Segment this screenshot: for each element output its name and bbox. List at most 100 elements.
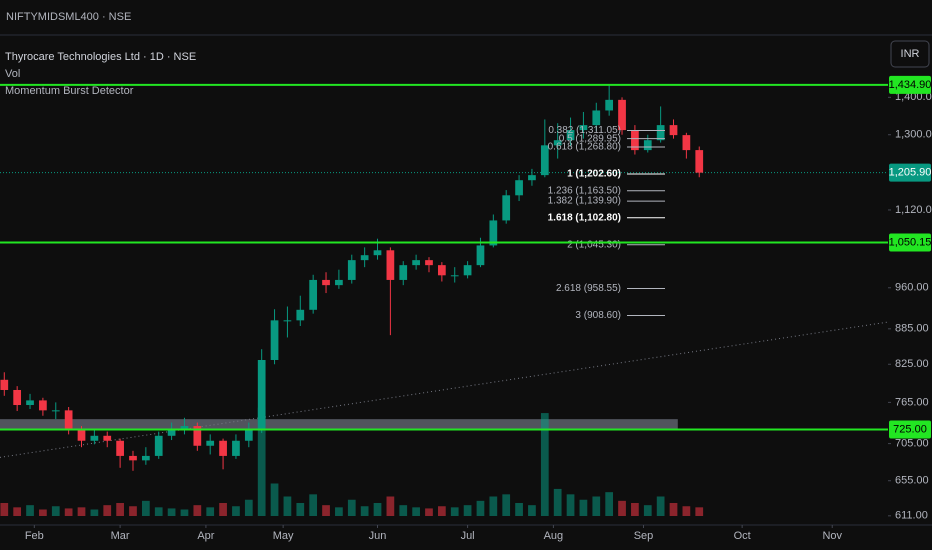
volume-bar (167, 508, 176, 516)
volume-bar (322, 505, 330, 516)
volume-bar (283, 496, 292, 516)
candle-body (566, 130, 575, 141)
candle-body (695, 150, 704, 173)
volume-bar (528, 505, 536, 516)
last-price-label: 1,205.90 (889, 167, 932, 179)
y-tick-label: 611.00 (895, 510, 928, 522)
y-tick-label: 1,300.00 (895, 129, 932, 141)
volume-bar (643, 505, 652, 516)
x-tick-label: Oct (734, 530, 751, 542)
support-zone (0, 419, 678, 430)
x-tick-label: Jul (461, 530, 475, 542)
level-badge (889, 75, 931, 94)
volume-bar (360, 506, 369, 516)
volume-bar (335, 507, 343, 516)
candle-body (656, 125, 665, 141)
y-tick-label: 655.00 (895, 475, 929, 487)
volume-bar (26, 505, 34, 516)
candle-body (669, 125, 678, 136)
x-tick-label: May (273, 530, 294, 542)
volume-bar (116, 503, 124, 516)
candle-body (643, 140, 652, 151)
trend-line (0, 321, 889, 458)
candle-body (206, 440, 215, 446)
candle-body (335, 279, 343, 286)
volume-bar (347, 499, 356, 516)
y-tick-label: 960.00 (895, 282, 929, 294)
volume-bar (13, 507, 22, 516)
volume-bar (566, 494, 575, 516)
volume-bar (515, 503, 523, 516)
candle-body (360, 255, 369, 261)
volume-bar (51, 506, 60, 516)
candle-body (283, 320, 292, 322)
y-tick-label: 705.00 (895, 438, 929, 450)
candle-body (167, 430, 176, 436)
candle-body (489, 220, 498, 246)
candle-body (64, 410, 73, 431)
candle-body (270, 320, 279, 360)
candle-body (553, 140, 562, 146)
candle-body (347, 260, 356, 280)
candle-body (244, 430, 253, 441)
volume-bar (244, 499, 253, 516)
candle-body (257, 359, 266, 431)
volume-bar (219, 503, 227, 516)
volume-bar (618, 500, 626, 516)
candle-body (180, 426, 189, 431)
volume-bar (103, 505, 112, 516)
candle-body (450, 275, 459, 277)
volume-bar (154, 507, 163, 516)
fib-label: 2 (1,045.30) (567, 239, 621, 250)
volume-bar (39, 509, 47, 516)
volume-bar (579, 499, 588, 516)
volume-bar (502, 494, 511, 516)
volume-bar (437, 506, 446, 516)
volume-bar (180, 509, 189, 516)
volume-bar (270, 483, 279, 516)
x-tick-label: Sep (634, 530, 654, 542)
x-tick-label: Feb (25, 530, 44, 542)
last-price-badge (889, 163, 931, 182)
indicator-label: Vol (5, 68, 20, 80)
level-label: 725.00 (893, 423, 927, 435)
volume-bar (669, 503, 678, 516)
volume-bar (232, 506, 240, 516)
indicator-label: Momentum Burst Detector (5, 85, 134, 97)
x-tick-label: Mar (111, 530, 130, 542)
volume-bar (592, 496, 601, 516)
candle-body (193, 426, 202, 446)
candle-body (322, 279, 330, 286)
volume-bar (77, 507, 86, 516)
candle-body (579, 125, 588, 131)
chart-title: Thyrocare Technologies Ltd · 1D · NSE (5, 51, 196, 63)
candle-body (51, 410, 60, 412)
candle-body (502, 195, 511, 221)
volume-bar (386, 496, 395, 516)
volume-bar (605, 492, 614, 516)
candle-body (412, 260, 420, 266)
candle-body (540, 145, 549, 176)
y-tick-label: 1,400.00 (895, 91, 932, 103)
volume-bar (553, 488, 562, 516)
y-tick-label: 1,120.00 (895, 204, 932, 216)
top-symbol: NIFTYMIDSML400 · NSE (6, 11, 131, 23)
candle-body (515, 180, 523, 196)
currency-label[interactable]: INR (901, 48, 920, 60)
candle-body (528, 175, 536, 181)
candle-body (0, 379, 9, 390)
volume-bar (656, 496, 665, 516)
x-tick-label: Apr (197, 530, 214, 542)
fib-label: 1.618 (1,102.80) (548, 212, 621, 223)
level-label: 1,434.90 (889, 79, 932, 91)
volume-bar (425, 508, 433, 516)
candle-body (592, 110, 601, 126)
candle-body (463, 265, 472, 276)
volume-bar (90, 509, 99, 516)
currency-button[interactable] (890, 40, 930, 68)
x-tick-label: Nov (822, 530, 842, 542)
candle-body (13, 389, 22, 406)
level-badge (889, 233, 931, 252)
candle-body (605, 99, 614, 111)
